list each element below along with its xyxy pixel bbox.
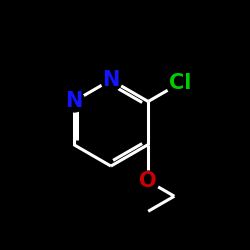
Text: Cl: Cl [169, 73, 191, 93]
Text: N: N [65, 92, 82, 112]
Text: N: N [102, 70, 120, 90]
Text: O: O [140, 171, 157, 191]
